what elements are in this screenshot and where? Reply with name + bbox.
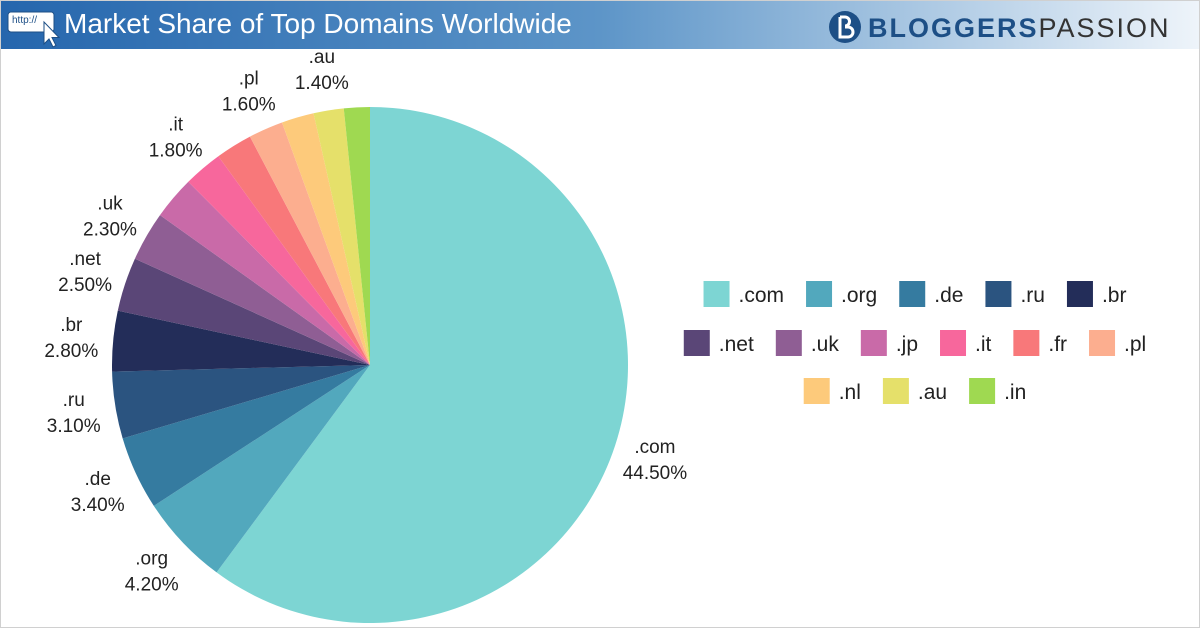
- legend-label: .org: [841, 284, 877, 307]
- brand-part: PASSION: [1039, 13, 1171, 43]
- slice-value: 1.80%: [149, 140, 203, 161]
- slice-name: .de: [84, 469, 110, 490]
- slice-name: .org: [135, 549, 168, 570]
- legend-label: .ru: [1020, 284, 1045, 307]
- icon-text: http://: [12, 15, 37, 26]
- pie-slice: [111, 310, 370, 372]
- legend-label: .net: [719, 333, 754, 356]
- slice-name: .uk: [97, 193, 123, 214]
- slice-value: 3.10%: [47, 416, 101, 437]
- pie-slice: [249, 122, 370, 365]
- legend-swatch: [860, 330, 887, 356]
- pie-slice: [216, 107, 628, 623]
- slice-value: 44.50%: [623, 463, 688, 484]
- pie-slice: [153, 365, 370, 573]
- slice-value: 4.20%: [125, 575, 179, 596]
- chart-title: Market Share of Top Domains Worldwide: [64, 8, 572, 39]
- legend-label: .fr: [1048, 333, 1067, 356]
- legend-label: .de: [934, 284, 963, 307]
- legend-swatch: [803, 378, 830, 404]
- legend-row: .com .org .de .ru .br: [703, 281, 1127, 307]
- legend-swatch: [1089, 330, 1116, 356]
- legend-swatch: [969, 378, 996, 404]
- legend-label: .nl: [839, 381, 861, 404]
- pie-slice: [281, 113, 370, 365]
- slice-value: 3.40%: [71, 495, 125, 516]
- pie-slice: [112, 365, 371, 439]
- legend-swatch: [775, 330, 802, 356]
- legend-label: .au: [918, 381, 947, 404]
- pie-slice: [122, 365, 370, 506]
- legend-swatch: [940, 330, 967, 356]
- legend-row: .net .uk .jp .it .fr .pl: [683, 330, 1146, 356]
- pie-slice: [343, 107, 370, 365]
- legend-swatch: [806, 281, 833, 307]
- legend-swatch: [1013, 330, 1040, 356]
- slice-name: .ru: [63, 390, 85, 411]
- slice-value: 1.40%: [295, 73, 349, 94]
- header-bar: [1, 1, 1199, 49]
- slice-value: 2.80%: [44, 341, 98, 362]
- brand: BLOGGERSPASSION: [868, 13, 1171, 43]
- pie-slice: [117, 258, 371, 365]
- legend-label: .it: [975, 333, 992, 356]
- slice-name: .pl: [239, 69, 259, 90]
- legend-row: .nl .au .in: [803, 378, 1026, 404]
- cursor-icon: [43, 20, 61, 48]
- legend-label: .in: [1004, 381, 1026, 404]
- legend-label: .br: [1102, 284, 1127, 307]
- legend-label: .jp: [896, 333, 918, 356]
- legend-label: .uk: [811, 333, 840, 356]
- slice-name: .it: [168, 114, 184, 135]
- legend-label: .com: [739, 284, 785, 307]
- pie-slice: [313, 108, 370, 366]
- legend-label: .pl: [1124, 333, 1146, 356]
- legend-swatch: [985, 281, 1012, 307]
- icon-box: [7, 11, 55, 33]
- legend-swatch: [899, 281, 926, 307]
- slice-value: 2.30%: [83, 219, 137, 240]
- legend-swatch: [683, 330, 710, 356]
- brand-part: BLOGGERS: [868, 13, 1039, 43]
- pie-slice: [188, 156, 370, 365]
- legend-swatch: [703, 281, 730, 307]
- slice-name: .com: [634, 437, 675, 458]
- slice-value: 1.60%: [222, 95, 276, 116]
- logo-mark: [838, 15, 855, 39]
- slice-name: .br: [60, 315, 83, 336]
- slice-value: 2.50%: [58, 275, 112, 296]
- slice-name: .net: [69, 249, 101, 270]
- pie-slice: [159, 181, 370, 365]
- legend-swatch: [882, 378, 909, 404]
- slice-name: .au: [309, 47, 335, 68]
- pie-slice: [134, 215, 370, 365]
- legend-swatch: [1066, 281, 1093, 307]
- pie-slice: [218, 136, 370, 365]
